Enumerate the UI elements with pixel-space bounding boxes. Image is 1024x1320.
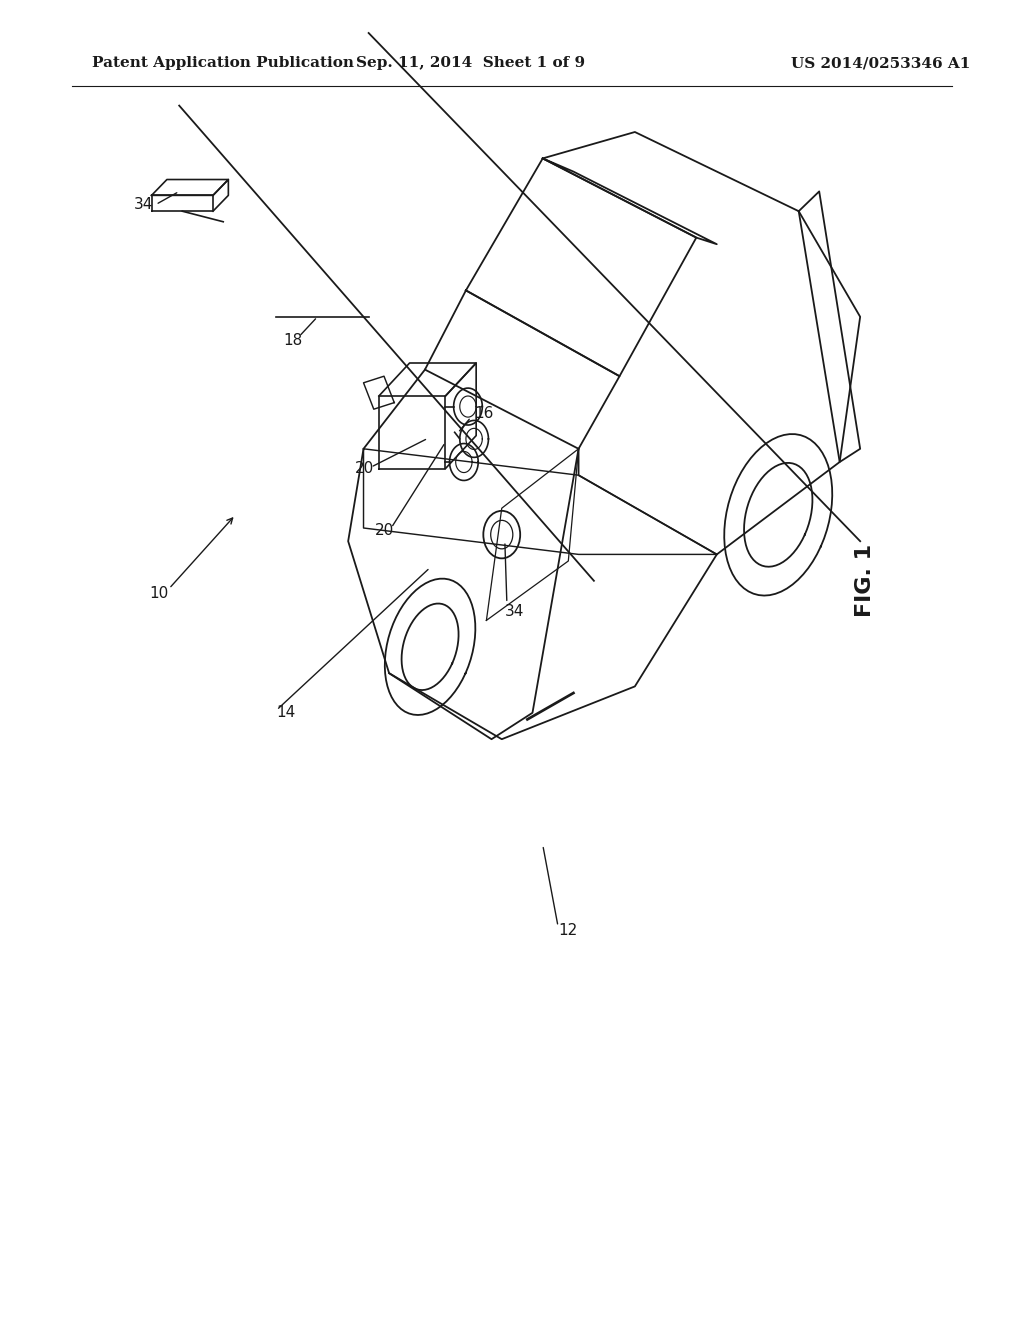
- Text: US 2014/0253346 A1: US 2014/0253346 A1: [791, 57, 971, 70]
- Text: 16: 16: [474, 405, 494, 421]
- Text: 20: 20: [375, 523, 394, 539]
- Text: FIG. 1: FIG. 1: [855, 544, 876, 618]
- Text: 20: 20: [354, 461, 374, 477]
- Text: 10: 10: [150, 586, 169, 602]
- Text: 34: 34: [505, 603, 524, 619]
- Text: 14: 14: [276, 705, 296, 721]
- Text: 12: 12: [558, 923, 578, 939]
- Text: 34: 34: [134, 197, 154, 213]
- Text: Patent Application Publication: Patent Application Publication: [92, 57, 354, 70]
- Text: Sep. 11, 2014  Sheet 1 of 9: Sep. 11, 2014 Sheet 1 of 9: [356, 57, 586, 70]
- Text: 18: 18: [283, 333, 302, 348]
